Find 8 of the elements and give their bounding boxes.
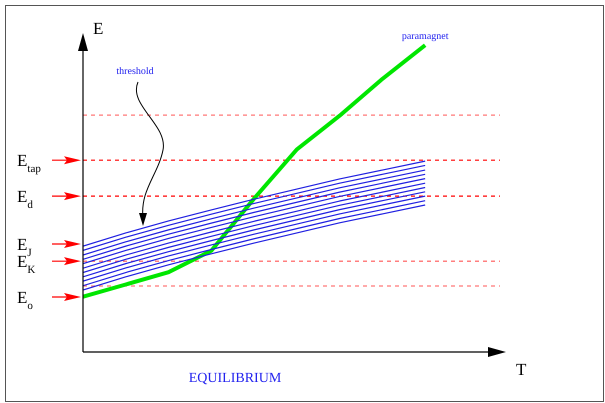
ref-line-label: E$_{tap}$ (17, 151, 42, 176)
text: EQUILIBRIUM (188, 371, 282, 386)
series-label: paramagnet (402, 31, 449, 42)
x-axis-title: T (516, 360, 527, 379)
y-axis-title: E (93, 19, 104, 38)
ref-line-label: E$_{d}$ (17, 187, 34, 212)
text: E$_{o}$ (17, 288, 34, 312)
annotation: threshold (116, 66, 154, 77)
